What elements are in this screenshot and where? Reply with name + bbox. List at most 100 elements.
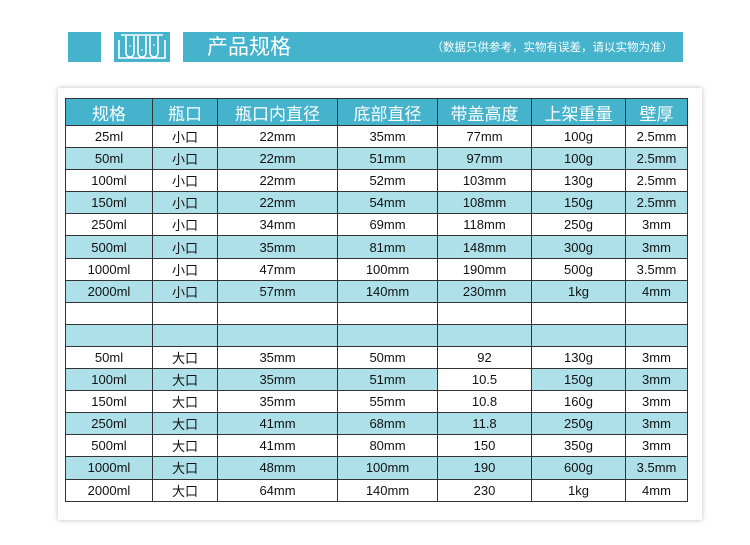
table-cell: 大口 <box>152 456 218 480</box>
table-cell: 190 <box>437 456 532 480</box>
section-header: 产品规格 （数据只供参考，实物有误差，请以实物为准） <box>183 32 683 62</box>
table-cell: 350g <box>531 434 626 458</box>
table-cell: 92 <box>437 345 532 370</box>
table-cell: 100g <box>531 124 626 149</box>
table-cell: 150ml <box>65 390 153 414</box>
table-cell: 1kg <box>531 478 626 502</box>
table-cell: 230 <box>437 478 532 502</box>
table-cell: 77mm <box>437 124 532 149</box>
table-header-row: 规格 瓶口 瓶口内直径 底部直径 带盖高度 上架重量 壁厚 <box>65 98 688 126</box>
table-cell: 3mm <box>625 434 688 458</box>
table-cell: 80mm <box>337 434 438 458</box>
table-cell: 3.5mm <box>625 456 688 480</box>
table-cell: 64mm <box>217 478 338 502</box>
table-cell: 2000ml <box>65 279 153 303</box>
column-header: 瓶口内直径 <box>217 98 338 126</box>
table-cell <box>531 301 626 325</box>
table-cell: 小口 <box>152 213 218 237</box>
table-row: 2000ml 大口 64mm 140mm 230 1kg 4mm <box>65 478 688 502</box>
table-cell: 130g <box>531 169 626 193</box>
table-cell: 230mm <box>437 279 532 303</box>
table-cell: 大口 <box>152 412 218 436</box>
table-cell <box>625 301 688 325</box>
table-cell: 500ml <box>65 235 153 259</box>
table-cell: 69mm <box>337 213 438 237</box>
table-cell: 50mm <box>337 345 438 370</box>
table-cell: 500ml <box>65 434 153 458</box>
table-cell: 小口 <box>152 257 218 281</box>
table-cell <box>152 323 218 347</box>
table-cell: 1000ml <box>65 257 153 281</box>
table-cell <box>437 323 532 347</box>
table-cell: 51mm <box>337 368 438 392</box>
table-row <box>65 323 688 347</box>
table-cell <box>217 301 338 325</box>
table-cell: 35mm <box>217 345 338 370</box>
table-cell: 3mm <box>625 368 688 392</box>
table-row: 1000ml 小口 47mm 100mm 190mm 500g 3.5mm <box>65 257 688 281</box>
table-cell: 97mm <box>437 147 532 171</box>
table-cell: 2.5mm <box>625 191 688 215</box>
table-cell: 22mm <box>217 147 338 171</box>
table-cell: 118mm <box>437 213 532 237</box>
table-cell: 10.8 <box>437 390 532 414</box>
table-cell: 50ml <box>65 345 153 370</box>
table-cell: 2.5mm <box>625 169 688 193</box>
table-cell: 小口 <box>152 279 218 303</box>
table-cell: 3mm <box>625 390 688 414</box>
table-cell: 大口 <box>152 390 218 414</box>
table-cell: 34mm <box>217 213 338 237</box>
table-cell: 小口 <box>152 124 218 149</box>
table-row <box>65 301 688 325</box>
table-cell <box>152 301 218 325</box>
table-cell: 35mm <box>217 368 338 392</box>
table-cell: 4mm <box>625 279 688 303</box>
table-cell: 130g <box>531 345 626 370</box>
table-cell: 25ml <box>65 124 153 149</box>
table-cell <box>625 323 688 347</box>
table-row: 500ml 小口 35mm 81mm 148mm 300g 3mm <box>65 235 688 259</box>
table-cell: 22mm <box>217 169 338 193</box>
table-cell: 小口 <box>152 169 218 193</box>
table-cell: 54mm <box>337 191 438 215</box>
table-cell: 250g <box>531 213 626 237</box>
table-cell <box>437 301 532 325</box>
page-title: 产品规格 <box>207 35 291 59</box>
table-cell: 2.5mm <box>625 147 688 171</box>
table-cell: 小口 <box>152 191 218 215</box>
table-cell: 2000ml <box>65 478 153 502</box>
table-cell <box>337 323 438 347</box>
table-cell <box>531 323 626 347</box>
table-cell: 大口 <box>152 434 218 458</box>
table-cell: 1000ml <box>65 456 153 480</box>
table-cell <box>65 323 153 347</box>
table-row: 100ml 大口 35mm 51mm 10.5 150g 3mm <box>65 368 688 392</box>
table-cell <box>217 323 338 347</box>
table-cell: 250ml <box>65 213 153 237</box>
table-cell: 250g <box>531 412 626 436</box>
disclaimer-note: （数据只供参考，实物有误差，请以实物为准） <box>431 40 674 54</box>
table-cell: 57mm <box>217 279 338 303</box>
table-cell: 大口 <box>152 345 218 370</box>
table-cell: 160g <box>531 390 626 414</box>
table-cell: 100mm <box>337 257 438 281</box>
table-cell: 51mm <box>337 147 438 171</box>
table-cell: 47mm <box>217 257 338 281</box>
table-cell: 150 <box>437 434 532 458</box>
table-row: 50ml 大口 35mm 50mm 92 130g 3mm <box>65 345 688 370</box>
table-cell <box>65 301 153 325</box>
table-cell: 250ml <box>65 412 153 436</box>
table-cell: 41mm <box>217 434 338 458</box>
table-cell: 大口 <box>152 368 218 392</box>
table-cell: 22mm <box>217 191 338 215</box>
table-cell: 50ml <box>65 147 153 171</box>
table-row: 2000ml 小口 57mm 140mm 230mm 1kg 4mm <box>65 279 688 303</box>
table-cell: 10.5 <box>437 368 532 392</box>
table-cell: 52mm <box>337 169 438 193</box>
table-cell: 150ml <box>65 191 153 215</box>
table-cell: 小口 <box>152 235 218 259</box>
table-cell: 3mm <box>625 412 688 436</box>
table-row: 50ml 小口 22mm 51mm 97mm 100g 2.5mm <box>65 147 688 171</box>
table-cell: 35mm <box>217 390 338 414</box>
column-header: 壁厚 <box>625 98 688 126</box>
